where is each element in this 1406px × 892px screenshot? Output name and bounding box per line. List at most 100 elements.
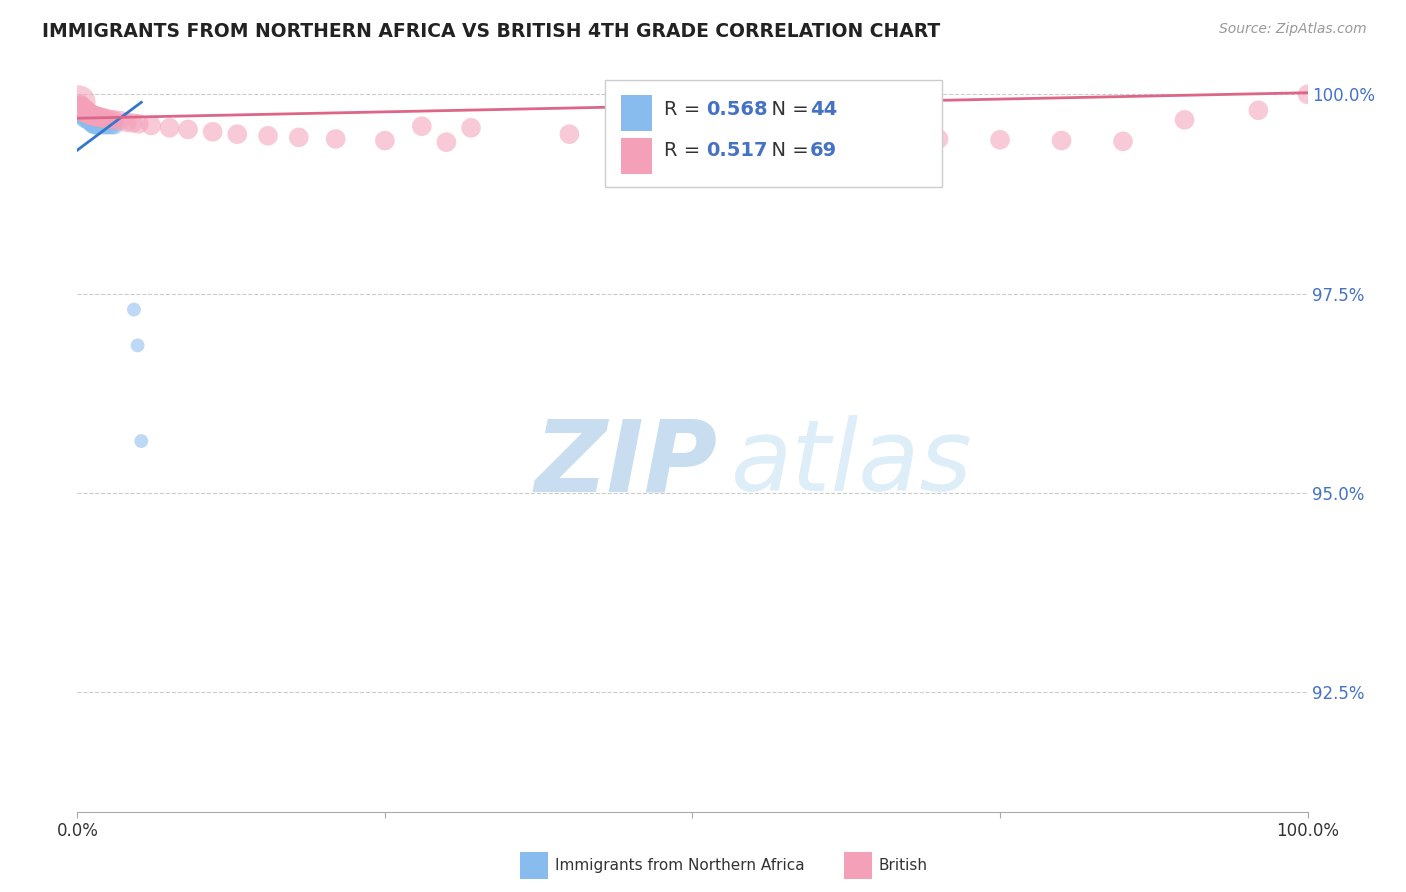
Point [70, 101, 93, 115]
Point [411, 119, 433, 133]
Point [128, 117, 150, 131]
Point [325, 132, 347, 146]
Point [90, 111, 114, 125]
Point [86, 110, 108, 124]
Point [76, 104, 98, 119]
Point [1247, 103, 1270, 118]
Text: R =: R = [664, 100, 706, 119]
Point [73, 106, 96, 120]
Point [70, 103, 93, 118]
Text: ZIP: ZIP [534, 416, 717, 512]
Text: Immigrants from Northern Africa: Immigrants from Northern Africa [555, 858, 806, 872]
Text: 44: 44 [810, 100, 837, 119]
Point [89, 111, 111, 125]
Point [98, 118, 121, 132]
Point [82, 109, 104, 123]
Point [110, 113, 132, 128]
Point [460, 120, 482, 135]
Point [288, 130, 311, 145]
Point [90, 111, 112, 125]
Point [122, 302, 145, 317]
Point [257, 128, 280, 143]
Point [69, 100, 91, 114]
Point [96, 118, 118, 132]
Point [70, 103, 93, 117]
Point [82, 108, 104, 122]
Point [72, 104, 94, 119]
Point [93, 112, 115, 126]
Point [127, 338, 149, 352]
Point [77, 105, 100, 120]
Point [73, 112, 96, 126]
Point [742, 130, 765, 145]
Point [70, 105, 93, 120]
Point [73, 105, 96, 120]
Text: N =: N = [759, 100, 815, 119]
Point [1050, 134, 1073, 148]
Point [82, 109, 104, 123]
Point [103, 112, 125, 127]
Point [115, 115, 138, 129]
Point [73, 103, 96, 117]
Point [83, 118, 105, 132]
Point [121, 116, 143, 130]
Point [70, 104, 93, 119]
Point [558, 127, 581, 141]
Point [374, 134, 396, 148]
Point [90, 118, 114, 132]
Point [1112, 134, 1135, 148]
Point [73, 105, 96, 120]
Text: R =: R = [664, 141, 706, 160]
Point [804, 131, 827, 145]
Point [72, 109, 94, 123]
Point [1296, 87, 1319, 102]
Point [226, 127, 249, 141]
Point [70, 101, 93, 115]
Point [75, 110, 97, 124]
Point [79, 108, 101, 122]
Point [103, 118, 125, 132]
Point [70, 103, 93, 118]
Point [101, 118, 124, 132]
Point [87, 110, 110, 124]
Point [84, 110, 107, 124]
Point [70, 105, 93, 120]
Point [70, 99, 93, 113]
Point [70, 104, 93, 119]
Point [80, 107, 103, 121]
Point [80, 108, 103, 122]
Point [76, 105, 98, 120]
Text: Source: ZipAtlas.com: Source: ZipAtlas.com [1219, 22, 1367, 37]
Text: 0.517: 0.517 [706, 141, 768, 160]
Point [75, 106, 97, 120]
Point [70, 101, 93, 115]
Point [70, 107, 93, 121]
Point [86, 118, 108, 132]
Point [82, 107, 104, 121]
Point [141, 119, 163, 133]
Point [72, 102, 94, 116]
Text: 0.568: 0.568 [706, 100, 768, 119]
Point [75, 104, 97, 119]
Point [76, 112, 98, 126]
Point [77, 106, 100, 120]
Point [82, 117, 104, 131]
Point [436, 135, 458, 149]
Point [73, 104, 96, 119]
Point [69, 102, 91, 116]
Point [101, 112, 124, 127]
Point [69, 96, 91, 111]
Point [79, 113, 101, 128]
Point [83, 109, 105, 123]
Text: N =: N = [759, 141, 815, 160]
Point [1174, 112, 1197, 127]
Point [84, 109, 107, 123]
Point [988, 133, 1011, 147]
Point [79, 106, 101, 120]
Point [72, 104, 94, 119]
Point [682, 129, 704, 144]
Text: IMMIGRANTS FROM NORTHERN AFRICA VS BRITISH 4TH GRADE CORRELATION CHART: IMMIGRANTS FROM NORTHERN AFRICA VS BRITI… [42, 22, 941, 41]
Point [159, 120, 181, 135]
Point [620, 128, 643, 143]
Point [97, 112, 120, 126]
